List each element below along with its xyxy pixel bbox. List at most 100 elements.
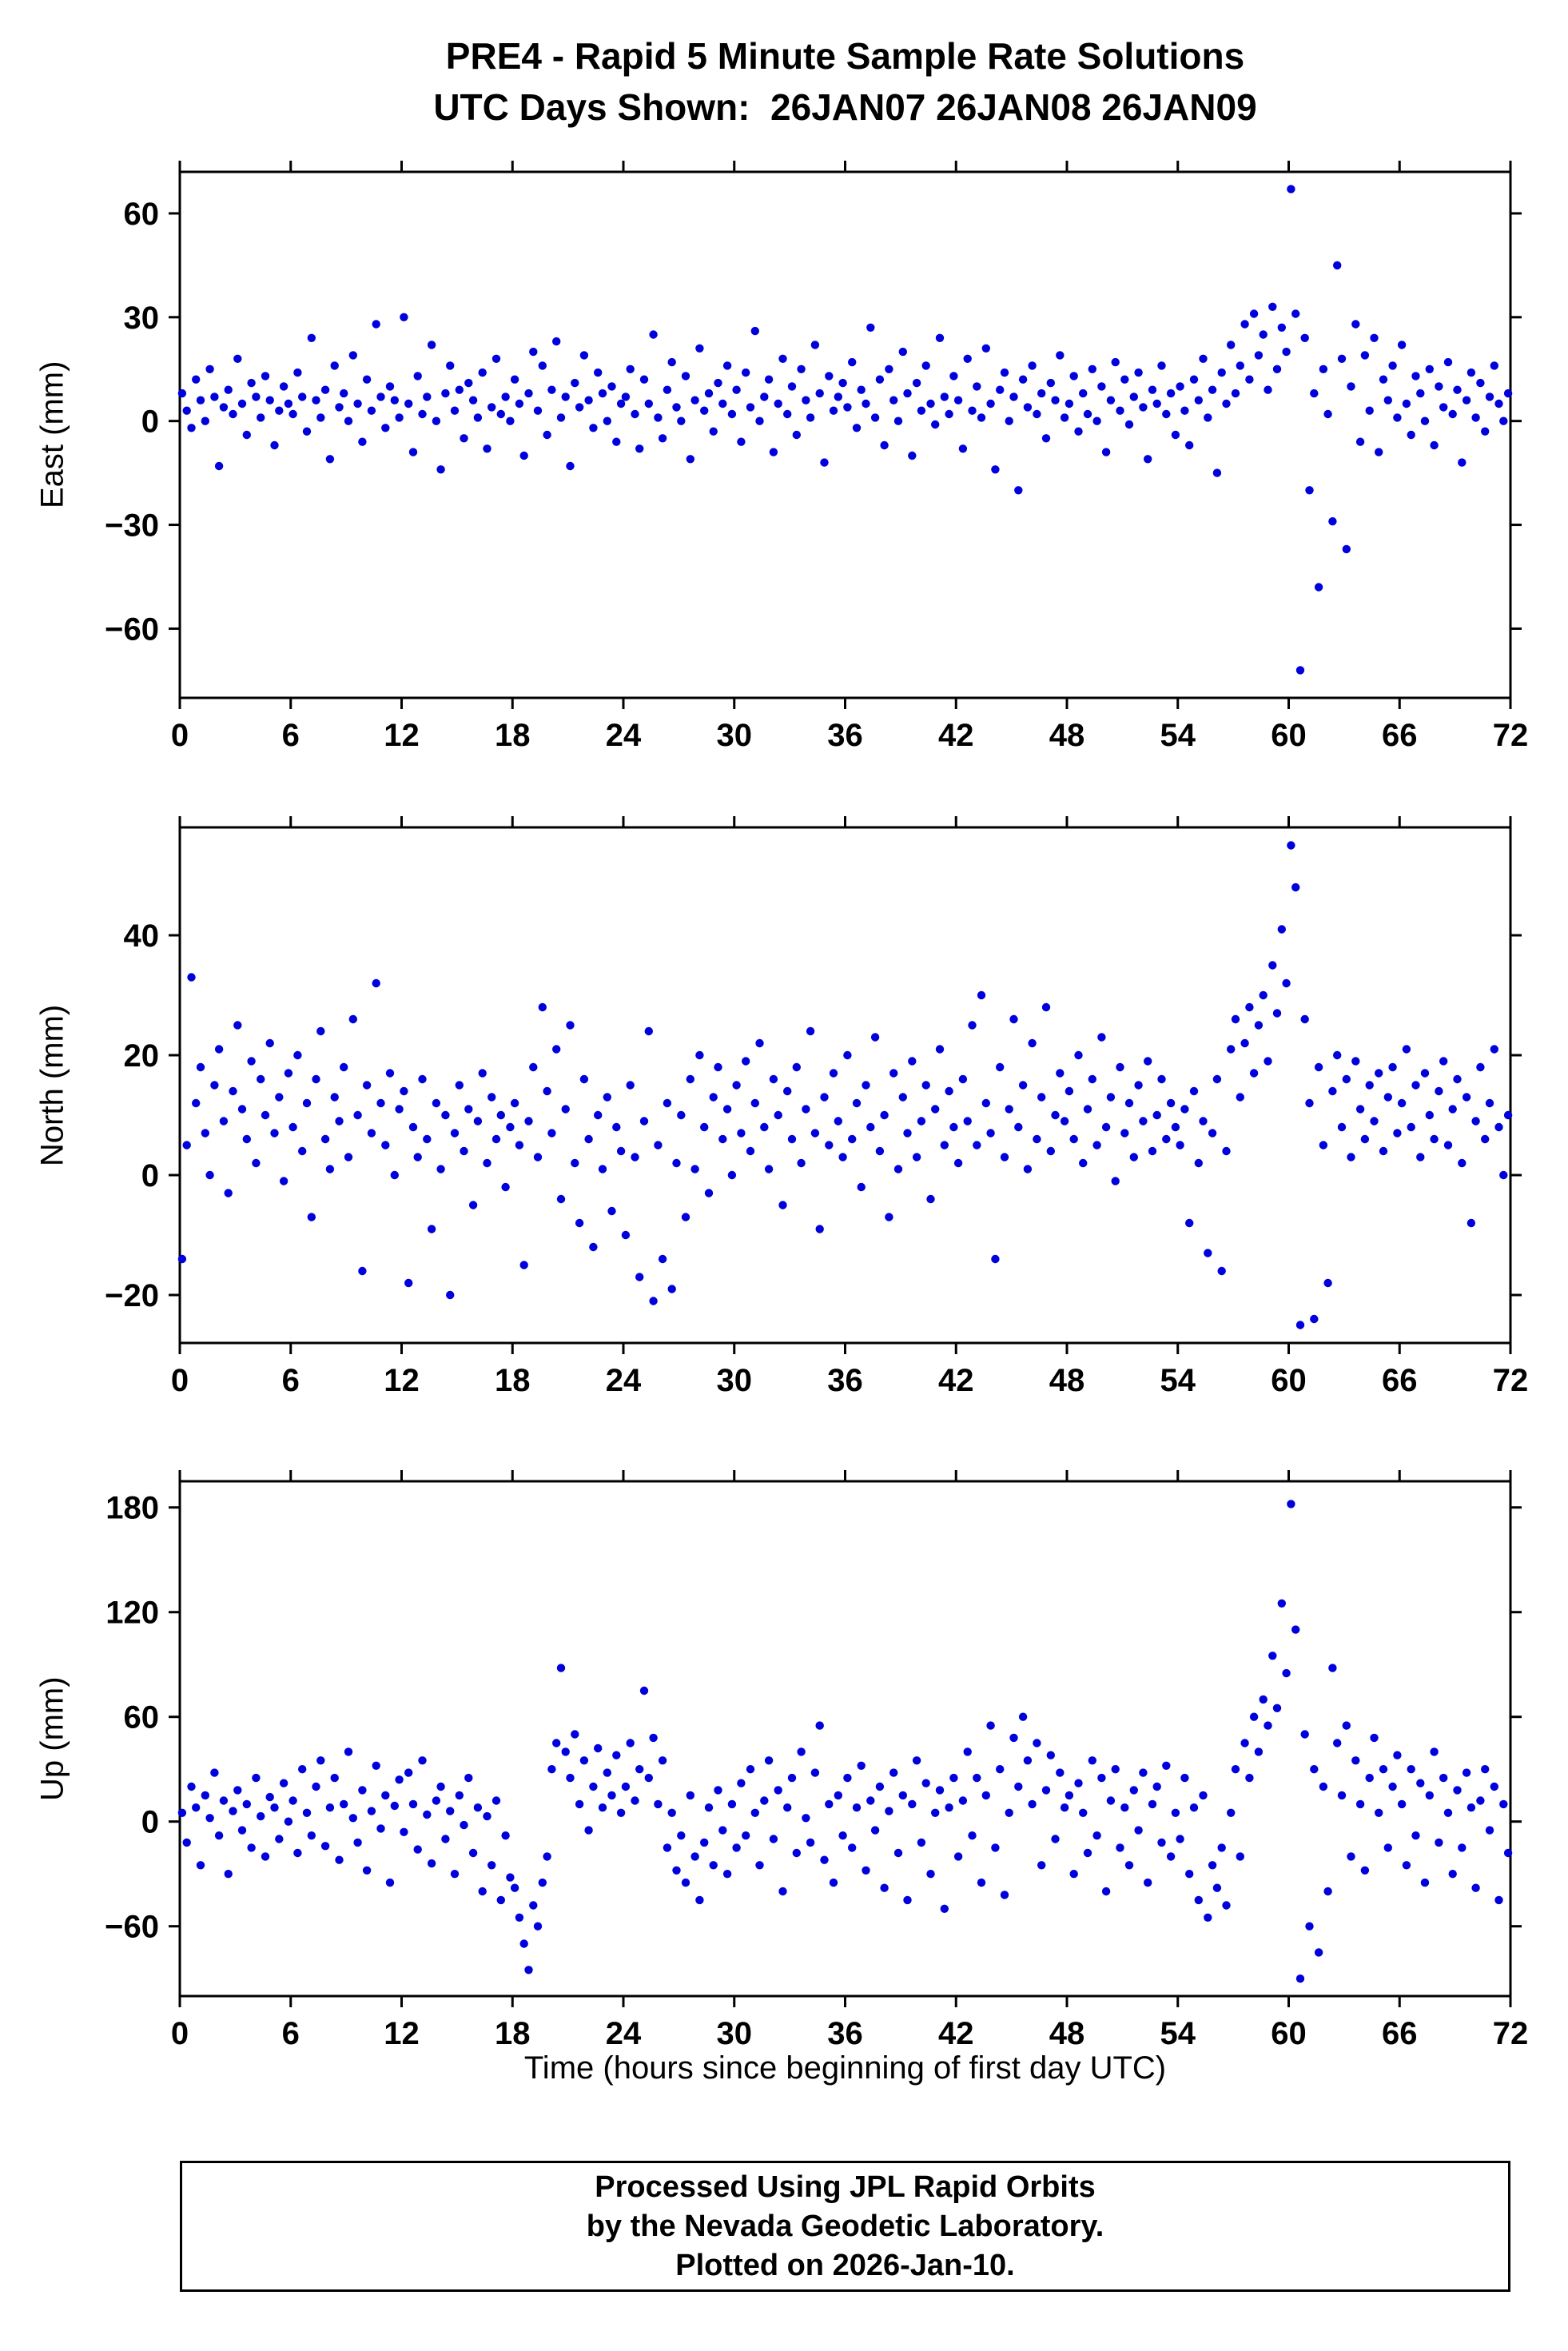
data-point — [1056, 351, 1065, 360]
data-point — [584, 1134, 593, 1144]
data-point — [1162, 1761, 1171, 1770]
data-point — [1208, 1861, 1217, 1870]
data-point — [787, 1773, 797, 1783]
data-point — [1435, 1838, 1443, 1847]
data-point — [1217, 368, 1226, 377]
data-point — [1383, 396, 1393, 404]
data-point — [201, 1129, 209, 1138]
data-point — [1471, 1883, 1480, 1892]
data-point — [1227, 1808, 1236, 1817]
y-tick-label: 0 — [141, 404, 159, 440]
data-point — [1083, 1105, 1092, 1114]
data-point — [214, 461, 224, 471]
data-point — [307, 1831, 316, 1840]
data-point — [1101, 448, 1111, 456]
data-point — [488, 403, 496, 412]
data-point — [575, 403, 584, 412]
data-point — [450, 1129, 460, 1138]
data-point — [1494, 1895, 1503, 1905]
data-point — [468, 1201, 478, 1209]
data-point — [1033, 1134, 1041, 1144]
data-point — [510, 375, 519, 384]
data-point — [1425, 1110, 1435, 1120]
data-point — [607, 382, 616, 391]
data-point — [958, 1074, 968, 1084]
data-point — [1443, 357, 1453, 367]
data-point — [441, 1110, 450, 1120]
data-point — [446, 1290, 455, 1300]
data-point — [802, 396, 810, 404]
x-tick-label: 54 — [1160, 2016, 1196, 2051]
x-tick-label: 48 — [1049, 1363, 1085, 1398]
data-point — [1189, 1086, 1199, 1096]
data-point — [700, 1838, 709, 1847]
data-point — [478, 1069, 487, 1078]
data-point — [400, 313, 408, 321]
data-point — [293, 1050, 302, 1060]
data-point — [1295, 1974, 1305, 1983]
data-point — [1264, 385, 1272, 394]
data-point — [1411, 1081, 1420, 1090]
data-point — [261, 1110, 270, 1120]
data-point — [1129, 392, 1139, 401]
data-point — [210, 1081, 219, 1090]
x-tick-label: 36 — [827, 1363, 863, 1398]
data-point — [834, 1791, 843, 1800]
data-point — [700, 1122, 709, 1132]
data-point — [893, 1848, 903, 1858]
data-point — [1148, 1146, 1157, 1156]
data-point — [1120, 1803, 1129, 1812]
data-point — [1503, 1110, 1513, 1120]
data-point — [1185, 1218, 1194, 1228]
data-point — [1129, 1153, 1139, 1162]
data-point — [1212, 1883, 1222, 1892]
data-point — [1254, 1021, 1264, 1030]
data-point — [1481, 1134, 1490, 1144]
data-point — [1397, 341, 1407, 349]
data-point — [1060, 1803, 1069, 1812]
data-point — [1079, 389, 1088, 398]
data-point — [1333, 1739, 1342, 1747]
data-point — [579, 351, 589, 360]
data-point — [312, 1782, 320, 1791]
data-point — [1124, 1861, 1134, 1870]
data-point — [792, 1848, 801, 1858]
plot-frame — [178, 826, 1512, 1345]
data-point — [353, 1838, 362, 1847]
data-point — [1051, 396, 1060, 404]
data-point — [1254, 351, 1264, 360]
data-point — [1402, 1045, 1411, 1054]
y-tick-label: 20 — [124, 1038, 160, 1074]
data-point — [1462, 1093, 1471, 1102]
data-point — [681, 372, 690, 381]
data-point — [921, 1081, 930, 1090]
data-point — [1467, 1803, 1476, 1812]
data-point — [912, 378, 921, 388]
data-point — [802, 1814, 810, 1823]
data-point — [1295, 666, 1305, 675]
data-point — [506, 1873, 515, 1882]
data-point — [996, 385, 1005, 394]
data-point — [1245, 1002, 1254, 1012]
data-point — [935, 1786, 945, 1795]
data-point — [524, 389, 533, 398]
data-point — [1236, 1093, 1245, 1102]
data-point — [385, 1069, 395, 1078]
data-point — [991, 1843, 1000, 1852]
data-point — [672, 1158, 681, 1168]
data-point — [515, 1913, 524, 1922]
data-point — [556, 1664, 566, 1672]
data-point — [820, 458, 829, 467]
data-point — [390, 396, 399, 404]
data-point — [237, 399, 247, 408]
data-point — [1435, 382, 1443, 391]
data-point — [1481, 1765, 1490, 1774]
data-point — [704, 389, 714, 398]
data-point — [1217, 1266, 1226, 1276]
data-point — [704, 1189, 714, 1197]
data-point — [686, 1791, 694, 1800]
data-point — [1041, 434, 1051, 443]
x-tick-label: 0 — [171, 718, 189, 753]
data-point — [376, 1824, 385, 1833]
data-point — [991, 465, 1000, 474]
